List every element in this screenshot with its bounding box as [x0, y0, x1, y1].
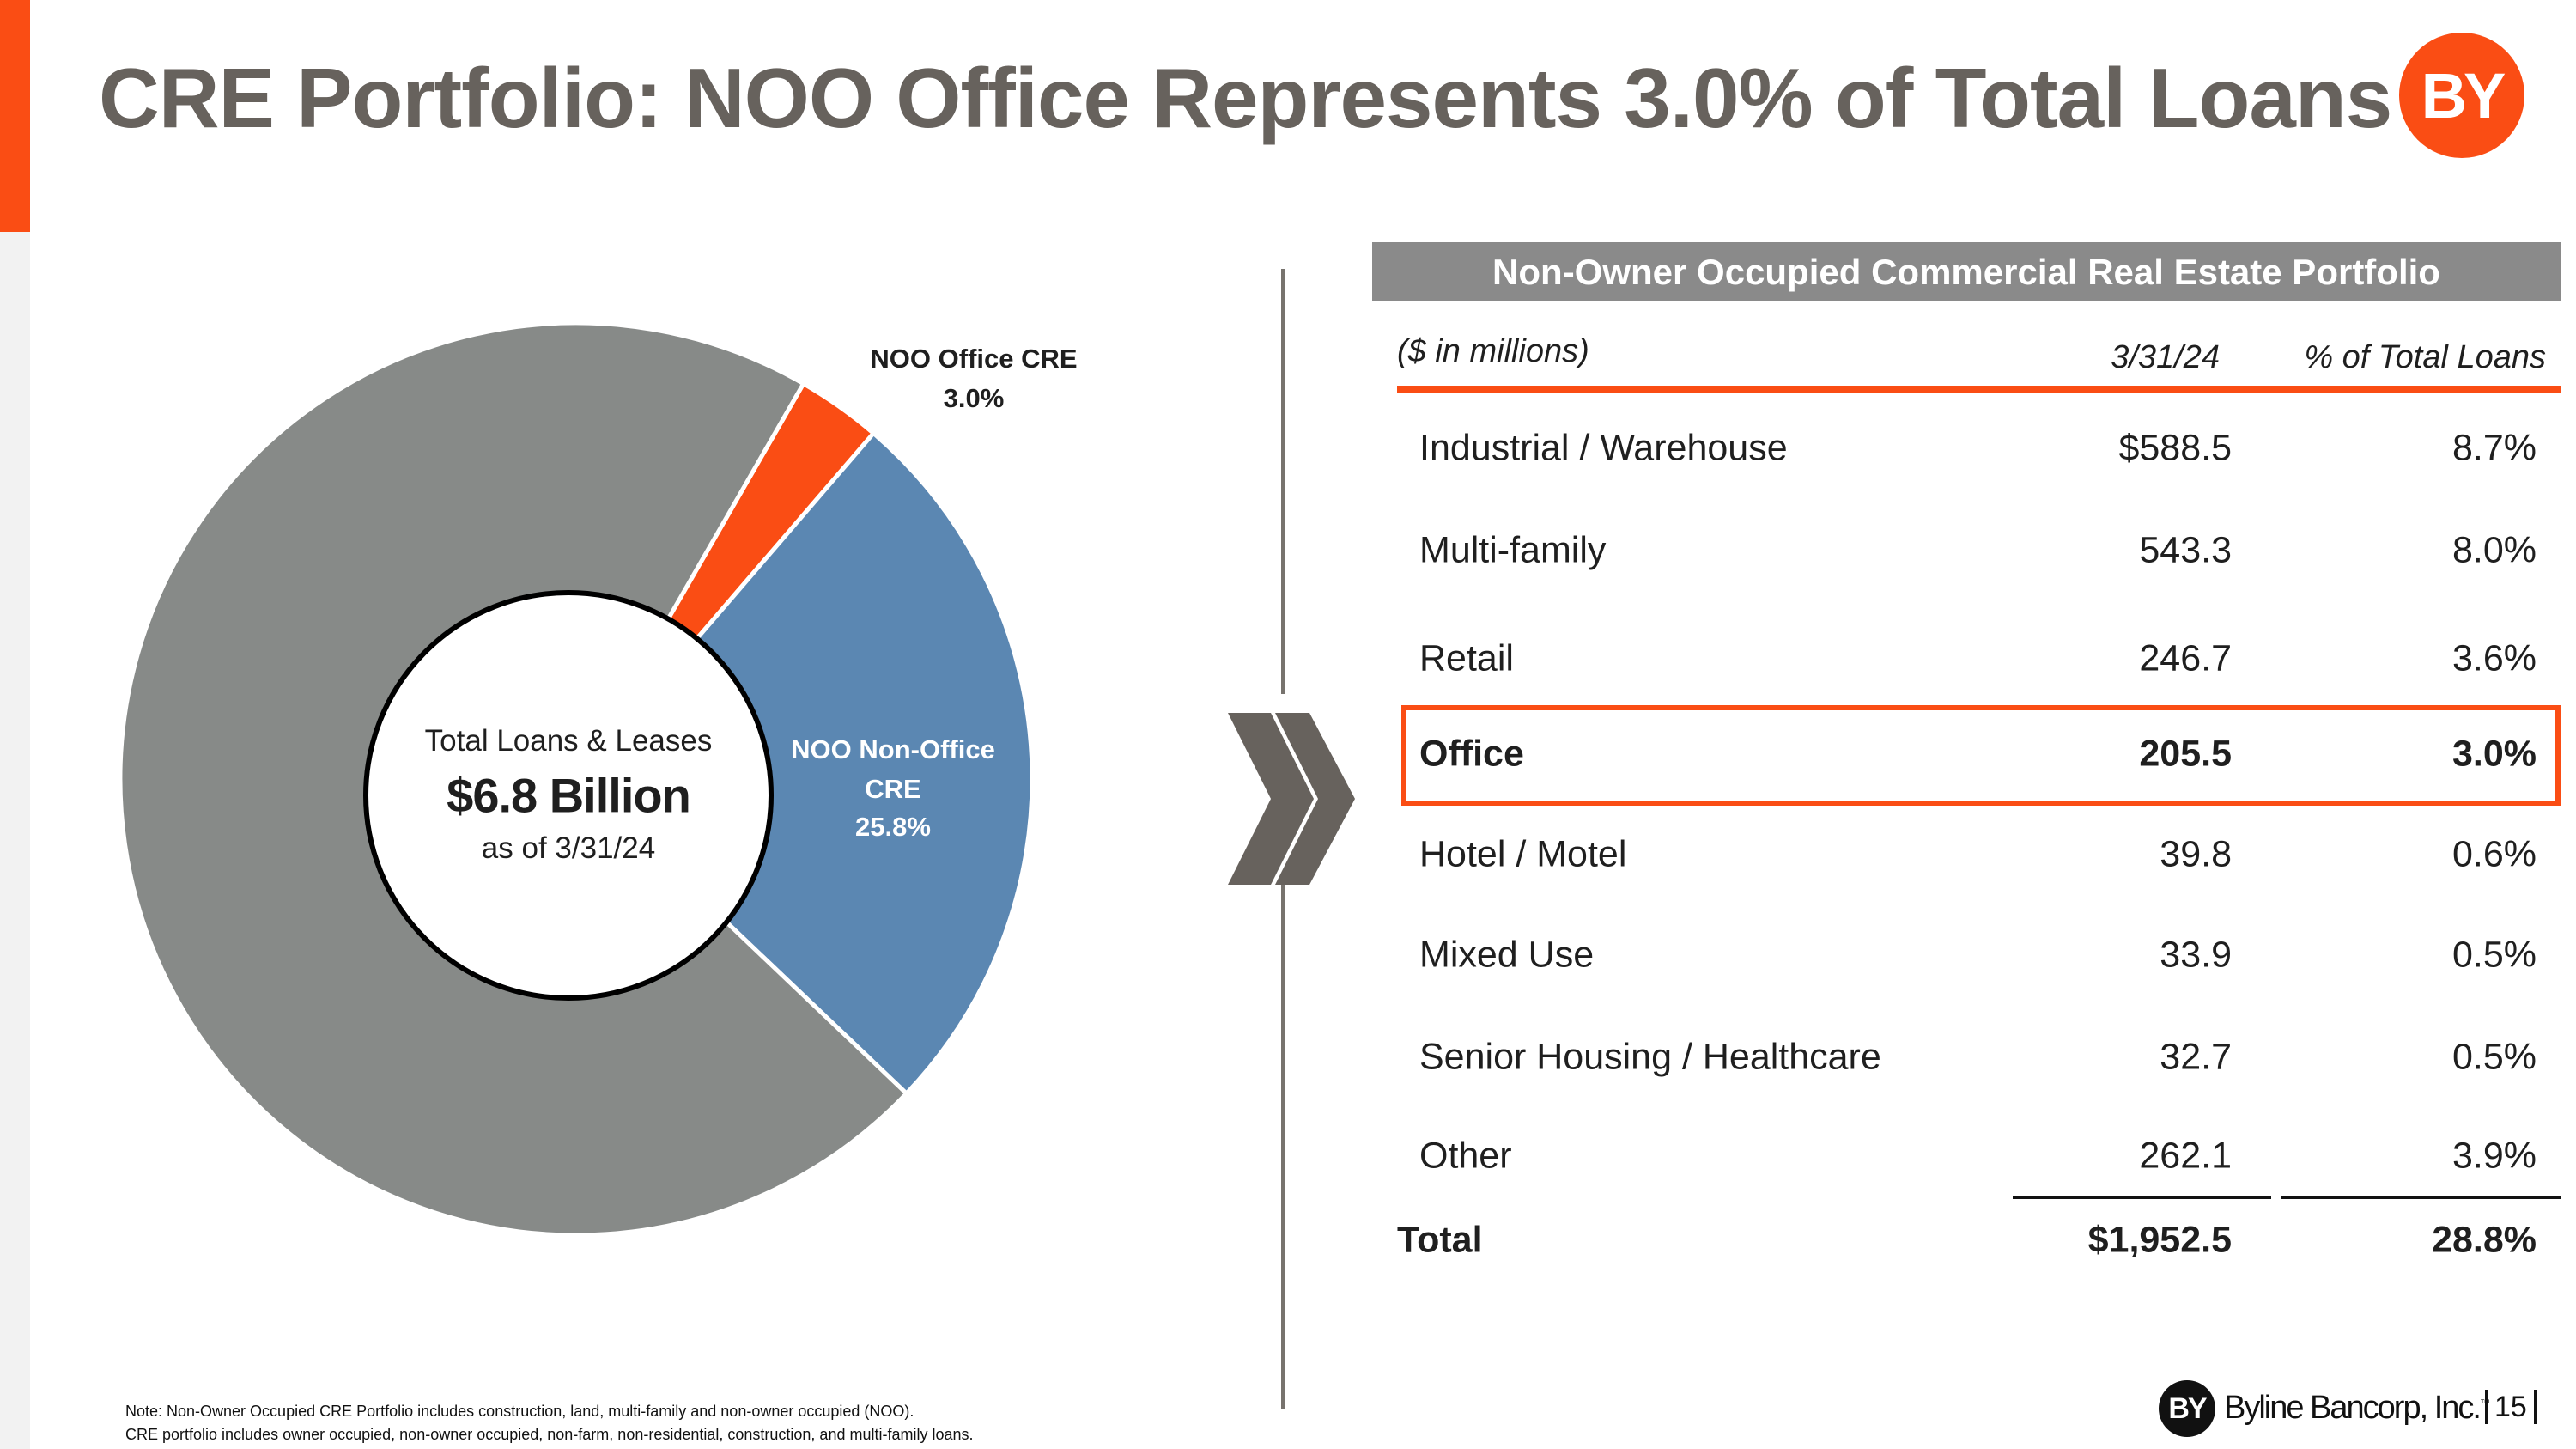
row-value: 39.8 — [2160, 833, 2232, 875]
footnote-line: CRE portfolio includes owner occupied, n… — [125, 1426, 974, 1443]
row-value: 543.3 — [2139, 529, 2232, 571]
row-pct: 3.0% — [2451, 733, 2537, 775]
row-pct: 0.5% — [2451, 934, 2537, 976]
table-row: Retail 246.7 3.6% — [0, 633, 2576, 685]
row-pct: 8.7% — [2451, 427, 2537, 469]
row-value: 33.9 — [2160, 934, 2232, 976]
table-title: Non-Owner Occupied Commercial Real Estat… — [1372, 242, 2561, 301]
row-pct: 3.9% — [2451, 1135, 2537, 1177]
row-value: $588.5 — [2118, 427, 2232, 469]
row-pct: 3.6% — [2451, 637, 2537, 679]
footnote: Note: Non-Owner Occupied CRE Portfolio i… — [125, 1400, 974, 1446]
donut-chart — [118, 320, 1035, 1238]
office-highlight-box — [1401, 705, 2561, 806]
byline-logo: BY — [2399, 33, 2524, 158]
row-label: Office — [1419, 733, 1524, 775]
pie-slice — [573, 429, 1035, 1097]
center-date: as of 3/31/24 — [481, 831, 656, 865]
accent-bar — [0, 0, 30, 232]
row-value: 205.5 — [2139, 733, 2232, 775]
column-header-pct: % of Total Loans — [2304, 339, 2546, 375]
divider — [1281, 885, 1285, 1409]
table-row: Mixed Use 33.9 0.5% — [0, 929, 2576, 981]
row-value: $1,952.5 — [2087, 1219, 2232, 1261]
footer-logo-text: BY — [2168, 1391, 2207, 1425]
center-total: $6.8 Billion — [447, 768, 691, 823]
table-row-total: Total $1,952.5 28.8% — [0, 1215, 2576, 1266]
company-name: Byline Bancorp, Inc.™ — [2224, 1390, 2490, 1427]
label-office-pct: 3.0% — [943, 383, 1005, 413]
donut-center — [363, 590, 774, 1001]
company-name-text: Byline Bancorp, Inc. — [2224, 1390, 2482, 1426]
table-row: Hotel / Motel 39.8 0.6% — [0, 829, 2576, 880]
row-pct: 0.5% — [2451, 1036, 2537, 1078]
table-row: Senior Housing / Healthcare 32.7 0.5% — [0, 1032, 2576, 1083]
left-strip — [0, 0, 30, 1449]
row-label: Retail — [1419, 637, 1514, 679]
row-pct: 0.6% — [2451, 833, 2537, 875]
page-number: 15 — [2485, 1390, 2537, 1424]
row-value: 262.1 — [2139, 1135, 2232, 1177]
table-row: Multi-family 543.3 8.0% — [0, 525, 2576, 576]
label-nonoffice: NOO Non-Office — [791, 734, 995, 764]
footer-logo: BY — [2159, 1380, 2215, 1437]
page-title: CRE Portfolio: NOO Office Represents 3.0… — [99, 51, 2392, 145]
table-row: Office 205.5 3.0% — [0, 728, 2576, 780]
label-nonoffice-2: CRE — [865, 774, 921, 804]
row-label: Industrial / Warehouse — [1419, 427, 1788, 469]
row-label: Other — [1419, 1135, 1512, 1177]
table-row: Other 262.1 3.9% — [0, 1130, 2576, 1182]
row-label: Senior Housing / Healthcare — [1419, 1036, 1881, 1078]
column-header-date: 3/31/24 — [2111, 339, 2220, 375]
row-label: Mixed Use — [1419, 934, 1595, 976]
units-label: ($ in millions) — [1397, 333, 1589, 369]
row-label: Total — [1397, 1219, 1483, 1261]
row-label: Hotel / Motel — [1419, 833, 1627, 875]
row-pct: 8.0% — [2451, 529, 2537, 571]
row-pct: 28.8% — [2432, 1219, 2537, 1261]
logo-text: BY — [2421, 59, 2506, 131]
label-office: NOO Office CRE — [870, 344, 1078, 374]
divider — [1281, 269, 1285, 694]
total-rule — [2281, 1196, 2561, 1199]
label-nonoffice-pct: 25.8% — [855, 812, 931, 842]
row-value: 32.7 — [2160, 1036, 2232, 1078]
center-label: Total Loans & Leases — [424, 724, 713, 758]
row-value: 246.7 — [2139, 637, 2232, 679]
row-label: Multi-family — [1419, 529, 1607, 571]
header-rule — [1397, 386, 2561, 393]
total-rule — [2013, 1196, 2271, 1199]
footnote-line: Note: Non-Owner Occupied CRE Portfolio i… — [125, 1403, 914, 1420]
double-chevron-right-icon — [1228, 713, 1355, 885]
table-row: Industrial / Warehouse $588.5 8.7% — [0, 423, 2576, 474]
